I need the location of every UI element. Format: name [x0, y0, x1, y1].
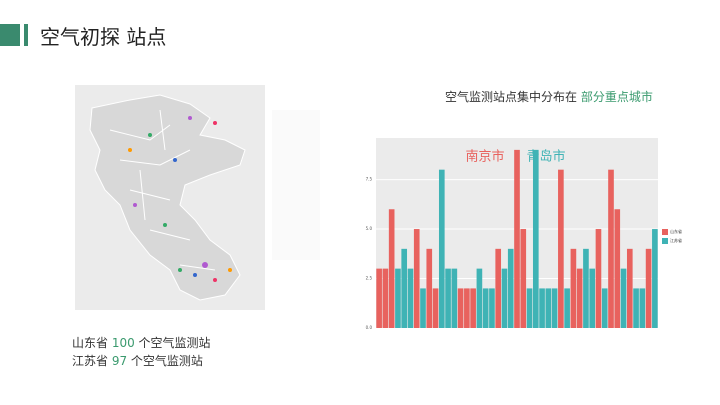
bar [501, 268, 508, 328]
bar [595, 229, 602, 328]
bar [413, 229, 420, 328]
bar [608, 169, 614, 328]
bar [382, 268, 389, 328]
stat-prefix: 山东省 [72, 336, 112, 350]
bar [545, 288, 552, 328]
caption: 空气监测站点集中分布在 部分重点城市 [445, 88, 653, 105]
bar [583, 248, 589, 328]
bar [514, 149, 520, 328]
bar [438, 169, 445, 328]
bar [626, 248, 633, 328]
bar [645, 248, 652, 328]
bar [401, 248, 408, 328]
bar [388, 209, 395, 328]
annotation: 青岛市 [526, 149, 565, 165]
bar [407, 268, 414, 328]
header-accent [24, 24, 28, 46]
bar [432, 288, 439, 328]
stat-suffix: 个空气监测站 [127, 354, 203, 368]
legend-label: 江苏省 [670, 237, 682, 243]
y-tick-label: 0.0 [366, 325, 373, 330]
legend-label: 山东省 [670, 228, 682, 234]
bar [420, 288, 426, 328]
caption-text: 空气监测站点集中分布在 [445, 90, 581, 104]
stat-count: 97 [111, 354, 128, 368]
stats: 山东省 100 个空气监测站 江苏省 97 个空气监测站 [72, 334, 211, 370]
map-borders [109, 109, 216, 271]
bar [426, 248, 433, 328]
bar [376, 268, 382, 328]
bar [457, 288, 464, 328]
bar [639, 288, 646, 328]
bar [558, 169, 564, 328]
bar [464, 288, 470, 328]
bar [395, 268, 401, 328]
bar [476, 268, 483, 328]
bar [589, 268, 596, 328]
y-tick-label: 2.5 [366, 276, 373, 281]
map-stations [128, 116, 232, 282]
bar [570, 248, 577, 328]
bar [482, 288, 489, 328]
bar [520, 229, 527, 328]
bar [451, 268, 458, 328]
map-region [89, 94, 246, 301]
bar [564, 288, 570, 328]
legend-swatch [662, 229, 668, 235]
y-tick-label: 5.0 [366, 226, 373, 231]
stat-count: 100 [111, 336, 135, 350]
stat-suffix: 个空气监测站 [134, 336, 211, 350]
header-accent [0, 24, 20, 46]
bar [489, 288, 495, 328]
bar [495, 248, 502, 328]
stat-line: 山东省 100 个空气监测站 [72, 334, 211, 352]
bar [576, 268, 583, 328]
bar [652, 229, 658, 328]
map-figure [75, 85, 320, 310]
map-legend [272, 110, 320, 260]
bar [620, 268, 627, 328]
y-tick-label: 7.5 [366, 177, 373, 182]
bar [526, 288, 533, 328]
bar [470, 288, 476, 328]
bar [601, 288, 608, 328]
legend-swatch [662, 238, 668, 244]
bar [614, 209, 621, 328]
stat-line: 江苏省 97 个空气监测站 [72, 352, 211, 370]
annotation: 南京市 [465, 149, 504, 165]
bar [633, 288, 639, 328]
bar [539, 288, 545, 328]
header-title: 空气初探 站点 [40, 24, 167, 49]
bar [532, 149, 539, 328]
caption-highlight: 部分重点城市 [580, 90, 653, 104]
bar [551, 288, 558, 328]
bar [445, 268, 451, 328]
bar [507, 248, 514, 328]
stat-prefix: 江苏省 [72, 354, 112, 368]
header: 空气初探 站点 [0, 22, 167, 49]
